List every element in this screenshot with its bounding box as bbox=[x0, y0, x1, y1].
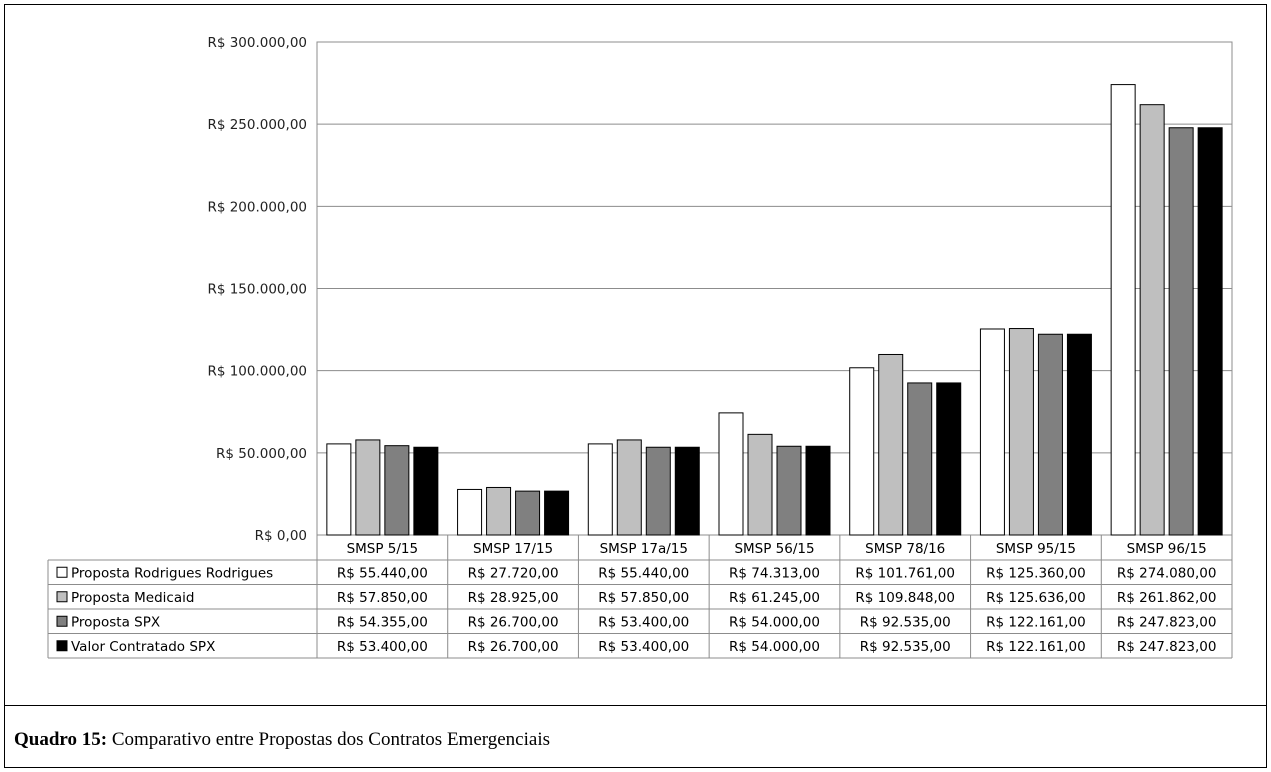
x-category-label: SMSP 96/15 bbox=[1127, 541, 1207, 557]
bar bbox=[515, 490, 541, 536]
y-tick-label: R$ 250.000,00 bbox=[207, 117, 307, 133]
legend-swatch bbox=[56, 591, 68, 603]
bar bbox=[384, 445, 410, 536]
figure-frame bbox=[4, 4, 1267, 768]
bar bbox=[805, 445, 831, 536]
bar bbox=[1168, 127, 1194, 536]
x-category-label: SMSP 17/15 bbox=[473, 541, 553, 557]
bar bbox=[849, 367, 875, 536]
caption-label: Quadro 15: bbox=[14, 729, 108, 750]
data-label: R$ 92.535,00 bbox=[860, 639, 951, 655]
data-label: R$ 53.400,00 bbox=[337, 639, 428, 655]
bar bbox=[1139, 104, 1165, 536]
bar bbox=[1066, 333, 1092, 536]
data-label: R$ 54.355,00 bbox=[337, 614, 428, 630]
bar bbox=[1008, 328, 1034, 536]
bar bbox=[1197, 127, 1223, 536]
data-label: R$ 61.245,00 bbox=[729, 590, 820, 606]
bar bbox=[1110, 84, 1136, 536]
bar bbox=[587, 443, 613, 536]
data-label: R$ 125.636,00 bbox=[986, 590, 1086, 606]
caption-divider bbox=[4, 705, 1267, 706]
caption-text: Comparativo entre Propostas dos Contrato… bbox=[107, 729, 550, 750]
data-label: R$ 26.700,00 bbox=[468, 614, 559, 630]
bar bbox=[616, 439, 642, 536]
bar bbox=[979, 328, 1005, 536]
y-tick-label: R$ 150.000,00 bbox=[207, 282, 307, 298]
y-tick-label: R$ 300.000,00 bbox=[207, 35, 307, 51]
bar bbox=[413, 446, 439, 536]
data-label: R$ 27.720,00 bbox=[468, 565, 559, 581]
data-label: R$ 54.000,00 bbox=[729, 639, 820, 655]
data-label: R$ 57.850,00 bbox=[337, 590, 428, 606]
legend-label: Proposta SPX bbox=[71, 614, 160, 630]
y-tick-label: R$ 100.000,00 bbox=[207, 364, 307, 380]
y-tick-label: R$ 200.000,00 bbox=[207, 199, 307, 215]
bar-chart: R$ 0,00 R$ 50.000,00 R$ 100.000,00 R$ 150.0… bbox=[47, 35, 1233, 659]
plot-area bbox=[316, 41, 1233, 536]
data-label: R$ 247.823,00 bbox=[1117, 639, 1217, 655]
bar bbox=[326, 443, 352, 536]
x-category-label: SMSP 5/15 bbox=[347, 541, 419, 557]
data-label: R$ 101.761,00 bbox=[855, 565, 955, 581]
data-label: R$ 53.400,00 bbox=[598, 614, 689, 630]
data-label: R$ 261.862,00 bbox=[1117, 590, 1217, 606]
bar bbox=[544, 490, 570, 536]
data-label: R$ 57.850,00 bbox=[598, 590, 689, 606]
legend-label: Proposta Rodrigues Rodrigues bbox=[71, 565, 273, 581]
data-label: R$ 274.080,00 bbox=[1117, 565, 1217, 581]
x-category-label: SMSP 56/15 bbox=[734, 541, 814, 557]
legend-label: Valor Contratado SPX bbox=[71, 639, 215, 655]
bar bbox=[1037, 333, 1063, 536]
data-label: R$ 28.925,00 bbox=[468, 590, 559, 606]
data-label: R$ 55.440,00 bbox=[598, 565, 689, 581]
data-label: R$ 26.700,00 bbox=[468, 639, 559, 655]
data-label: R$ 247.823,00 bbox=[1117, 614, 1217, 630]
x-category-label: SMSP 17a/15 bbox=[600, 541, 688, 557]
y-tick-label: R$ 50.000,00 bbox=[216, 446, 307, 462]
bar bbox=[878, 353, 904, 536]
legend-label: Proposta Medicaid bbox=[71, 590, 194, 606]
bar bbox=[645, 446, 671, 536]
bar bbox=[907, 382, 933, 536]
figure-caption: Quadro 15: Comparativo entre Propostas d… bbox=[14, 729, 550, 751]
data-label: R$ 55.440,00 bbox=[337, 565, 428, 581]
x-category-label: SMSP 95/15 bbox=[996, 541, 1076, 557]
data-label: R$ 122.161,00 bbox=[986, 639, 1086, 655]
data-label: R$ 122.161,00 bbox=[986, 614, 1086, 630]
data-label: R$ 74.313,00 bbox=[729, 565, 820, 581]
bar bbox=[936, 382, 962, 536]
x-category-label: SMSP 78/16 bbox=[865, 541, 945, 557]
bar bbox=[776, 445, 802, 536]
data-label: R$ 54.000,00 bbox=[729, 614, 820, 630]
bar bbox=[718, 412, 744, 536]
legend-swatch bbox=[56, 615, 68, 627]
data-label: R$ 53.400,00 bbox=[598, 639, 689, 655]
data-label: R$ 92.535,00 bbox=[860, 614, 951, 630]
legend-swatch bbox=[56, 566, 68, 578]
bar bbox=[747, 433, 773, 536]
y-tick-label: R$ 0,00 bbox=[255, 528, 307, 544]
bar bbox=[355, 439, 381, 536]
bar bbox=[674, 446, 700, 536]
legend-swatch bbox=[56, 640, 68, 652]
data-label: R$ 109.848,00 bbox=[855, 590, 955, 606]
data-label: R$ 125.360,00 bbox=[986, 565, 1086, 581]
bar bbox=[486, 486, 512, 536]
bar bbox=[457, 488, 483, 536]
